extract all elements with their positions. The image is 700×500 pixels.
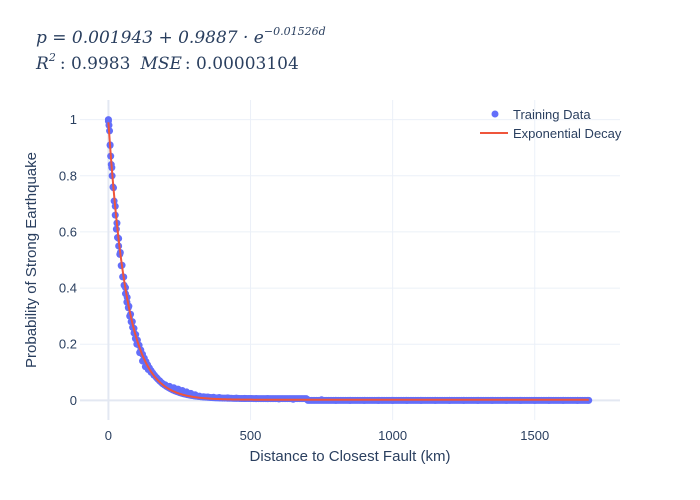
- fit-line-layer: [107, 122, 589, 401]
- x-tick-label: 500: [240, 428, 262, 443]
- y-tick-label: 0.2: [59, 337, 77, 352]
- mse-label: MSE: [139, 54, 182, 74]
- y-tick-label: 1: [70, 112, 77, 127]
- x-tick-labels: 0 500 1000 1500: [105, 428, 549, 443]
- y-tick-label: 0.4: [59, 281, 77, 296]
- x-tick-label: 1000: [378, 428, 407, 443]
- x-tick-label: 0: [105, 428, 112, 443]
- legend-item-exponential-decay[interactable]: Exponential Decay: [480, 126, 622, 141]
- y-axis-title: Probability of Strong Earthquake: [23, 152, 40, 368]
- title-equation: p = 0.001943 + 0.9887 · e: [36, 28, 264, 48]
- legend[interactable]: Training Data Exponential Decay: [480, 107, 622, 141]
- r2-superscript: 2: [48, 51, 56, 64]
- legend-label-training-data: Training Data: [513, 107, 591, 122]
- r2-label: R: [35, 54, 49, 74]
- mse-value: : 0.00003104: [185, 54, 299, 74]
- chart-title-line1: p = 0.001943 + 0.9887 · e−0.01526d: [36, 25, 326, 48]
- y-tick-label: 0.8: [59, 168, 77, 183]
- fit-line: [107, 122, 589, 401]
- r2-value: : 0.9983: [60, 54, 131, 74]
- x-axis-title: Distance to Closest Fault (km): [250, 448, 451, 465]
- y-tick-labels: 0 0.2 0.4 0.6 0.8 1: [59, 112, 77, 408]
- y-tick-label: 0.6: [59, 224, 77, 239]
- data-point: [104, 117, 112, 125]
- legend-marker-training-data: [491, 110, 499, 118]
- legend-item-training-data[interactable]: Training Data: [491, 107, 592, 122]
- x-tick-label: 1500: [520, 428, 549, 443]
- grid: [80, 100, 620, 420]
- y-tick-label: 0: [70, 393, 77, 408]
- title-exponent: −0.01526d: [264, 25, 326, 38]
- legend-label-exponential-decay: Exponential Decay: [513, 126, 622, 141]
- chart-title-line2: R2 : 0.9983 MSE: 0.00003104: [35, 51, 299, 74]
